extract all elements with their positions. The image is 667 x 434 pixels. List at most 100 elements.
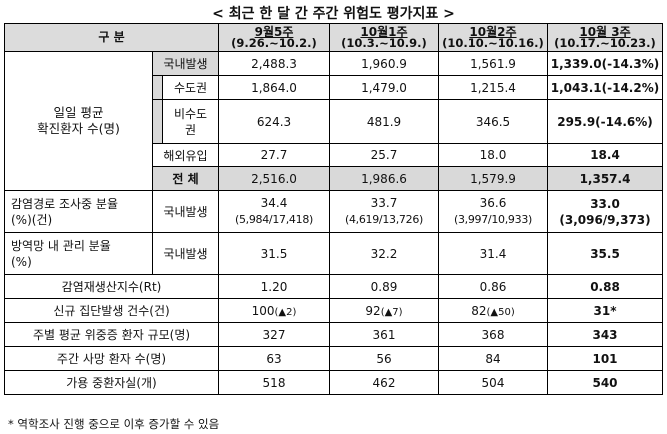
investigation-label-line2: (%)(건) <box>11 212 53 227</box>
investigation-sub: 국내발생 <box>152 190 219 233</box>
table-row: 비수도 권 624.3 481.9 346.5 295.9(-14.6%) <box>5 99 663 144</box>
cell: 1,960.9 <box>329 51 439 76</box>
cell-current: 1,339.0(-14.3%) <box>547 51 663 76</box>
managed-sub: 국내발생 <box>152 232 219 275</box>
cell-current: 0.88 <box>547 274 663 299</box>
header-category: 구 분 <box>4 23 219 52</box>
cell: 518 <box>218 370 330 395</box>
cell-delta: (▲2) <box>274 306 297 318</box>
header-week-3-range: (10.10.~10.16.) <box>442 35 544 50</box>
spacer-cell <box>152 99 163 144</box>
footnote: * 역학조사 진행 중으로 이후 증가할 수 있음 <box>8 417 220 431</box>
cell-current: 1,043.1(-14.2%) <box>547 75 663 100</box>
cell: 504 <box>438 370 548 395</box>
cell: 2,516.0 <box>218 166 330 191</box>
cell-current: 101 <box>547 346 663 371</box>
cell-current: 31* <box>547 298 663 323</box>
row-label-total: 전 체 <box>152 166 219 191</box>
cell: 1,561.9 <box>438 51 548 76</box>
cell: 361 <box>329 322 439 347</box>
cell-pct: 33.0 <box>590 196 620 211</box>
cell: 624.3 <box>218 99 330 144</box>
cell: 0.86 <box>438 274 548 299</box>
header-week-2: 10월1주 (10.3.~10.9.) <box>329 23 439 52</box>
daily-avg-label-line2: 확진환자 수(명) <box>37 121 120 136</box>
header-week-3: 10월2주 (10.10.~10.16.) <box>438 23 548 52</box>
table-row: 신규 집단발생 건수(건) 100(▲2) 92(▲7) 82(▲50) 31* <box>4 298 663 323</box>
cell: 1,215.4 <box>438 75 548 100</box>
cell-count: (3,096/9,373) <box>559 212 651 227</box>
cell-current: 35.5 <box>547 232 663 275</box>
header-week-4-label: 10월 3주 <box>579 24 631 39</box>
cell: 36.6 (3,997/10,933) <box>438 190 548 233</box>
cell: 368 <box>438 322 548 347</box>
cell: 84 <box>438 346 548 371</box>
table-row: 방역망 내 관리 분율 (%) 국내발생 31.5 32.2 31.4 35.5 <box>4 232 663 275</box>
cell: 82(▲50) <box>438 298 548 323</box>
cell-current: 18.4 <box>547 143 663 167</box>
cell-num: 100 <box>251 303 275 318</box>
table-row: 주간 사망 환자 수(명) 63 56 84 101 <box>4 346 663 371</box>
risk-indicator-table: 구 분 9월5주 (9.26.~10.2.) 10월1주 (10.3.~10.9… <box>4 23 663 395</box>
cell-pct: 36.6 <box>479 196 507 210</box>
cell: 0.89 <box>329 274 439 299</box>
cell: 31.4 <box>438 232 548 275</box>
header-week-2-range: (10.3.~10.9.) <box>341 35 427 50</box>
table-row: 가용 중환자실(개) 518 462 504 540 <box>4 370 663 395</box>
cell: 1,479.0 <box>329 75 439 100</box>
table-row: 감염경로 조사중 분율 (%)(건) 국내발생 34.4 (5,984/17,4… <box>4 190 663 233</box>
cell-delta: (▲50) <box>486 306 515 318</box>
daily-avg-label-line1: 일일 평균 <box>53 105 104 120</box>
header-week-1: 9월5주 (9.26.~10.2.) <box>218 23 330 52</box>
row-label-domestic: 국내발생 <box>152 51 219 76</box>
table-row: 수도권 1,864.0 1,479.0 1,215.4 1,043.1(-14.… <box>5 75 663 100</box>
cell: 1,986.6 <box>329 166 439 191</box>
cell: 63 <box>218 346 330 371</box>
row-label-noncapital-line1: 비수도 <box>173 106 208 121</box>
cell: 32.2 <box>329 232 439 275</box>
cell-current: 33.0 (3,096/9,373) <box>547 190 663 233</box>
table-row-total: 전 체 2,516.0 1,986.6 1,579.9 1,357.4 <box>4 166 663 191</box>
header-row: 구 분 9월5주 (9.26.~10.2.) 10월1주 (10.3.~10.9… <box>4 23 663 52</box>
row-label-capital: 수도권 <box>162 75 219 100</box>
table-title: < 최근 한 달 간 주간 위험도 평가지표 > <box>212 6 455 22</box>
cell-current: 343 <box>547 322 663 347</box>
cell: 462 <box>329 370 439 395</box>
cell: 25.7 <box>329 143 439 167</box>
table-row: 일일 평균 확진환자 수(명) 국내발생 2,488.3 1,960.9 1,5… <box>4 51 663 191</box>
cell-num: 31* <box>593 303 617 318</box>
deaths-label: 주간 사망 환자 수(명) <box>4 346 219 371</box>
cell-delta: (▲7) <box>380 306 403 318</box>
cell-current: 295.9(-14.6%) <box>547 99 663 144</box>
beds-label: 가용 중환자실(개) <box>4 370 219 395</box>
managed-label-line1: 방역망 내 관리 분율 <box>11 238 111 253</box>
header-week-4: 10월 3주 (10.17.~10.23.) <box>547 23 663 52</box>
managed-label: 방역망 내 관리 분율 (%) <box>4 232 153 275</box>
header-week-1-range: (9.26.~10.2.) <box>231 35 317 50</box>
header-week-1-label: 9월5주 <box>254 24 294 39</box>
cell: 2,488.3 <box>218 51 330 76</box>
table-row: 주별 평균 위중증 환자 규모(명) 327 361 368 343 <box>4 322 663 347</box>
cell: 327 <box>218 322 330 347</box>
cell-count: (3,997/10,933) <box>453 213 533 226</box>
row-label-noncapital: 비수도 권 <box>162 99 219 144</box>
header-week-4-range: (10.17.~10.23.) <box>554 35 656 50</box>
managed-label-line2: (%) <box>11 254 32 269</box>
cell: 1,864.0 <box>218 75 330 100</box>
cell: 56 <box>329 346 439 371</box>
investigation-label-line1: 감염경로 조사중 분율 <box>11 196 118 211</box>
table-row: 감염재생산지수(Rt) 1.20 0.89 0.86 0.88 <box>4 274 663 299</box>
cell-count: (4,619/13,726) <box>344 213 424 226</box>
cell: 27.7 <box>218 143 330 167</box>
header-week-3-label: 10월2주 <box>469 24 517 39</box>
cell: 346.5 <box>438 99 548 144</box>
clusters-label: 신규 집단발생 건수(건) <box>4 298 219 323</box>
cell-count: (5,984/17,418) <box>234 213 314 226</box>
cell: 1,579.9 <box>438 166 548 191</box>
row-label-imported: 해외유입 <box>152 143 219 167</box>
cell: 1.20 <box>218 274 330 299</box>
cell-current: 540 <box>547 370 663 395</box>
cell-num: 82 <box>471 303 487 318</box>
cell-current: 1,357.4 <box>547 166 663 191</box>
header-week-2-label: 10월1주 <box>360 24 408 39</box>
